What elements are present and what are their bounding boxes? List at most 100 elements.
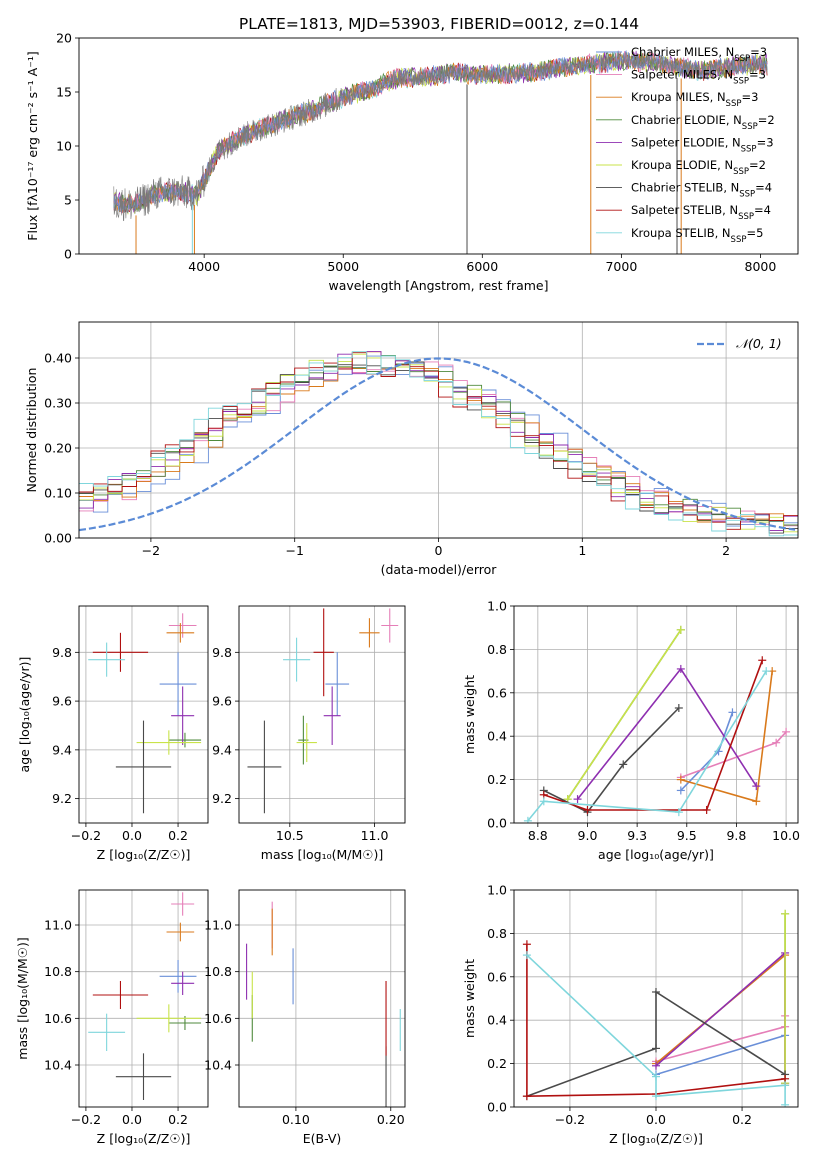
y-tick-label: 0.2 xyxy=(487,1056,507,1071)
x-axis-label: mass [log₁₀(M/M☉)] xyxy=(261,847,383,862)
x-tick-label: 0.2 xyxy=(732,1112,752,1127)
y-tick-label: 10.8 xyxy=(204,964,232,979)
y-tick-label: 9.8 xyxy=(212,645,232,660)
axes-frame xyxy=(238,605,406,824)
mass-weight-marker xyxy=(522,951,531,960)
axes-frame xyxy=(78,889,209,1108)
mass-weight-marker xyxy=(652,1061,660,1070)
errorbar-point xyxy=(166,623,195,643)
plot-area-massweight_vs_age xyxy=(523,625,791,823)
mass-weight-marker xyxy=(752,797,761,806)
errorbar-point xyxy=(359,618,380,648)
x-axis-label: Z [log₁₀(Z/Z☉)] xyxy=(97,1131,191,1146)
y-tick-label: 0.30 xyxy=(44,396,72,411)
x-tick-label: 9.8 xyxy=(726,828,746,843)
mass-weight-line xyxy=(526,990,786,1097)
x-tick-label: 2 xyxy=(722,543,730,558)
panel-age_vs_Z: −0.2 0.0 0.2 9.2 9.4 9.6 9.8 Z [log₁₀(Z/Z☉)] age… xyxy=(17,605,209,862)
axes-frame xyxy=(78,37,799,255)
errorbar-point xyxy=(115,1053,172,1100)
x-tick-label: 10.5 xyxy=(276,828,304,843)
y-tick-label: 0 xyxy=(64,247,72,262)
plot-area-mass_vs_ebv xyxy=(246,901,401,1107)
residual-legend: 𝒩(0, 1) xyxy=(697,336,782,351)
x-axis-label: Z [log₁₀(Z/Z☉)] xyxy=(97,847,191,862)
errorbar-point xyxy=(159,960,197,993)
x-axis-label: Z [log₁₀(Z/Z☉)] xyxy=(609,1131,703,1146)
y-tick-label: 0.8 xyxy=(487,642,507,657)
panel-massweight_vs_age: 8.8 9.0 9.3 9.5 9.8 10.0 0.0 0.2 0.4 0.6 0.8 1.0 age… xyxy=(462,599,800,863)
x-tick-label: 0.0 xyxy=(122,828,142,843)
figure-title: PLATE=1813, MJD=53903, FIBERID=0012, z=0… xyxy=(239,15,639,33)
x-tick-label: 0.10 xyxy=(282,1112,310,1127)
errorbar-point xyxy=(168,613,197,638)
mass-weight-marker xyxy=(758,656,767,665)
y-axis-label: mass [log₁₀(M/M☉)] xyxy=(15,937,30,1059)
x-axis-label: E(B-V) xyxy=(303,1131,342,1146)
errorbar-point xyxy=(115,720,172,814)
legend-label: Salpeter ELODIE, NSSP=3 xyxy=(631,135,774,154)
histogram-step xyxy=(79,352,798,530)
errorbar-point xyxy=(88,1013,126,1051)
axes-frame xyxy=(78,605,209,824)
mass-weight-marker xyxy=(781,909,790,918)
x-tick-label: 9.3 xyxy=(627,828,647,843)
x-tick-label: −0.2 xyxy=(71,1112,101,1127)
x-tick-label: −1 xyxy=(285,543,303,558)
plot-area-age_vs_Z xyxy=(88,613,202,814)
legend-label: 𝒩(0, 1) xyxy=(736,336,782,351)
y-tick-label: 1.0 xyxy=(487,599,507,614)
x-tick-label: 9.5 xyxy=(677,828,697,843)
mass-weight-marker xyxy=(781,1081,790,1090)
y-axis-label: Flux [fλ10⁻¹⁷ erg cm⁻² s⁻¹ A⁻¹] xyxy=(25,51,40,240)
legend-label: Chabrier STELIB, NSSP=4 xyxy=(631,181,772,200)
errorbar-point xyxy=(136,730,202,755)
y-tick-label: 0.40 xyxy=(44,351,72,366)
y-tick-label: 0.4 xyxy=(487,1013,507,1028)
x-tick-label: 0 xyxy=(435,543,443,558)
mass-weight-marker xyxy=(652,1072,660,1081)
errorbar-point xyxy=(171,971,195,995)
errorbar-point xyxy=(283,637,311,682)
y-tick-label: 9.8 xyxy=(52,645,72,660)
x-axis-label: wavelength [Angstrom, rest frame] xyxy=(328,278,548,293)
mass-weight-marker xyxy=(539,797,548,806)
x-tick-label: 8.8 xyxy=(528,828,548,843)
errorbar-point xyxy=(323,686,341,745)
x-tick-label: 0.20 xyxy=(377,1112,405,1127)
mass-weight-marker xyxy=(762,667,771,676)
mass-weight-marker xyxy=(619,760,628,769)
legend-label: Kroupa STELIB, NSSP=5 xyxy=(631,226,763,245)
legend-label: Salpeter STELIB, NSSP=4 xyxy=(631,203,771,222)
mass-weight-marker xyxy=(674,703,683,712)
mass-weight-marker xyxy=(752,782,761,791)
errorbar-point xyxy=(92,981,149,1009)
y-axis-label: mass weight xyxy=(462,675,477,754)
x-tick-label: 0.0 xyxy=(646,1112,666,1127)
mass-weight-marker xyxy=(676,786,685,795)
panel-residuals: −2 −1 0 1 2 0.00 0.10 0.20 0.30 0.40 (data-model)/… xyxy=(24,321,799,577)
y-tick-label: 9.6 xyxy=(52,694,72,709)
errorbar-point xyxy=(296,723,317,763)
x-tick-label: −2 xyxy=(142,543,160,558)
mass-weight-marker xyxy=(652,1092,660,1101)
mass-weight-marker xyxy=(573,795,582,804)
y-tick-label: 9.4 xyxy=(52,742,72,757)
legend-label: Kroupa MILES, NSSP=3 xyxy=(631,90,758,109)
x-tick-label: 10.0 xyxy=(772,828,800,843)
y-axis-label: age [log₁₀(age/yr)] xyxy=(17,657,32,773)
mass-weight-marker xyxy=(676,775,685,784)
mass-weight-marker xyxy=(522,1092,531,1101)
y-tick-label: 9.2 xyxy=(212,791,232,806)
mass-weight-marker xyxy=(728,708,737,717)
y-tick-label: 0.6 xyxy=(487,685,507,700)
panel-massweight_vs_Z: −0.2 0.0 0.2 0.0 0.2 0.4 0.6 0.8 1.0 Z [log₁₀(Z/Z… xyxy=(462,883,799,1146)
plot-area-residuals xyxy=(79,351,798,537)
y-tick-label: 0.4 xyxy=(487,729,507,744)
x-tick-label: 0.2 xyxy=(168,828,188,843)
errorbar-point xyxy=(325,652,350,716)
errorbar-point xyxy=(159,652,197,716)
y-tick-label: 10.6 xyxy=(204,1011,232,1026)
y-tick-label: 11.0 xyxy=(204,918,232,933)
